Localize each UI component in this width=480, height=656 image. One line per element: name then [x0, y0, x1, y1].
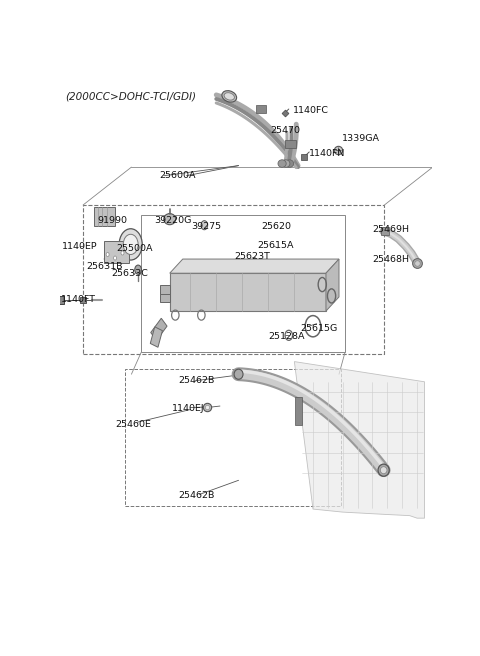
Text: 25615A: 25615A — [257, 241, 294, 250]
Ellipse shape — [278, 160, 286, 167]
Ellipse shape — [282, 160, 290, 167]
Polygon shape — [170, 259, 339, 273]
Bar — [160, 285, 170, 295]
Text: (2000CC>DOHC-TCI/GDI): (2000CC>DOHC-TCI/GDI) — [66, 91, 197, 101]
Bar — [160, 292, 170, 302]
Bar — [295, 397, 302, 424]
Ellipse shape — [114, 256, 117, 260]
Polygon shape — [294, 361, 424, 518]
Ellipse shape — [121, 251, 124, 255]
Bar — [286, 140, 296, 148]
Text: 1140EP: 1140EP — [62, 242, 97, 251]
Ellipse shape — [234, 369, 243, 379]
Ellipse shape — [106, 253, 109, 256]
Ellipse shape — [380, 466, 387, 474]
Text: 25500A: 25500A — [117, 245, 153, 253]
Text: 39220G: 39220G — [154, 216, 191, 224]
Polygon shape — [150, 327, 162, 347]
Text: 25462B: 25462B — [178, 491, 215, 500]
Text: 25615G: 25615G — [300, 324, 337, 333]
Polygon shape — [326, 259, 339, 311]
Text: 25600A: 25600A — [160, 171, 196, 180]
Text: 1140FT: 1140FT — [61, 295, 96, 304]
Text: 25460E: 25460E — [115, 420, 151, 429]
Bar — [94, 207, 115, 226]
Polygon shape — [151, 318, 167, 340]
Ellipse shape — [222, 91, 237, 102]
Ellipse shape — [201, 220, 208, 230]
Bar — [104, 241, 129, 262]
Text: 25470: 25470 — [270, 126, 300, 134]
Ellipse shape — [286, 160, 294, 167]
Bar — [381, 227, 389, 236]
Ellipse shape — [164, 214, 176, 225]
Ellipse shape — [378, 464, 389, 476]
Text: 91990: 91990 — [97, 216, 127, 224]
Text: 25468H: 25468H — [372, 255, 409, 264]
Text: 1140EJ: 1140EJ — [172, 403, 205, 413]
Text: 25469H: 25469H — [372, 225, 409, 234]
Ellipse shape — [224, 92, 234, 100]
Ellipse shape — [135, 265, 142, 274]
Text: 25623T: 25623T — [234, 252, 270, 261]
Text: 1339GA: 1339GA — [342, 134, 380, 143]
Text: 1140FN: 1140FN — [309, 149, 345, 158]
Ellipse shape — [119, 229, 142, 260]
Bar — [170, 273, 326, 311]
Ellipse shape — [123, 234, 138, 255]
Text: 25620: 25620 — [261, 222, 291, 231]
Bar — [256, 105, 266, 113]
Text: 1140FC: 1140FC — [292, 106, 328, 115]
Bar — [141, 215, 345, 352]
Text: 39275: 39275 — [191, 222, 221, 231]
Text: 25633C: 25633C — [111, 269, 148, 278]
Text: 25462B: 25462B — [178, 377, 215, 385]
Bar — [125, 369, 341, 506]
Text: 25128A: 25128A — [268, 332, 305, 341]
Text: 25631B: 25631B — [86, 262, 122, 271]
Bar — [83, 205, 384, 354]
